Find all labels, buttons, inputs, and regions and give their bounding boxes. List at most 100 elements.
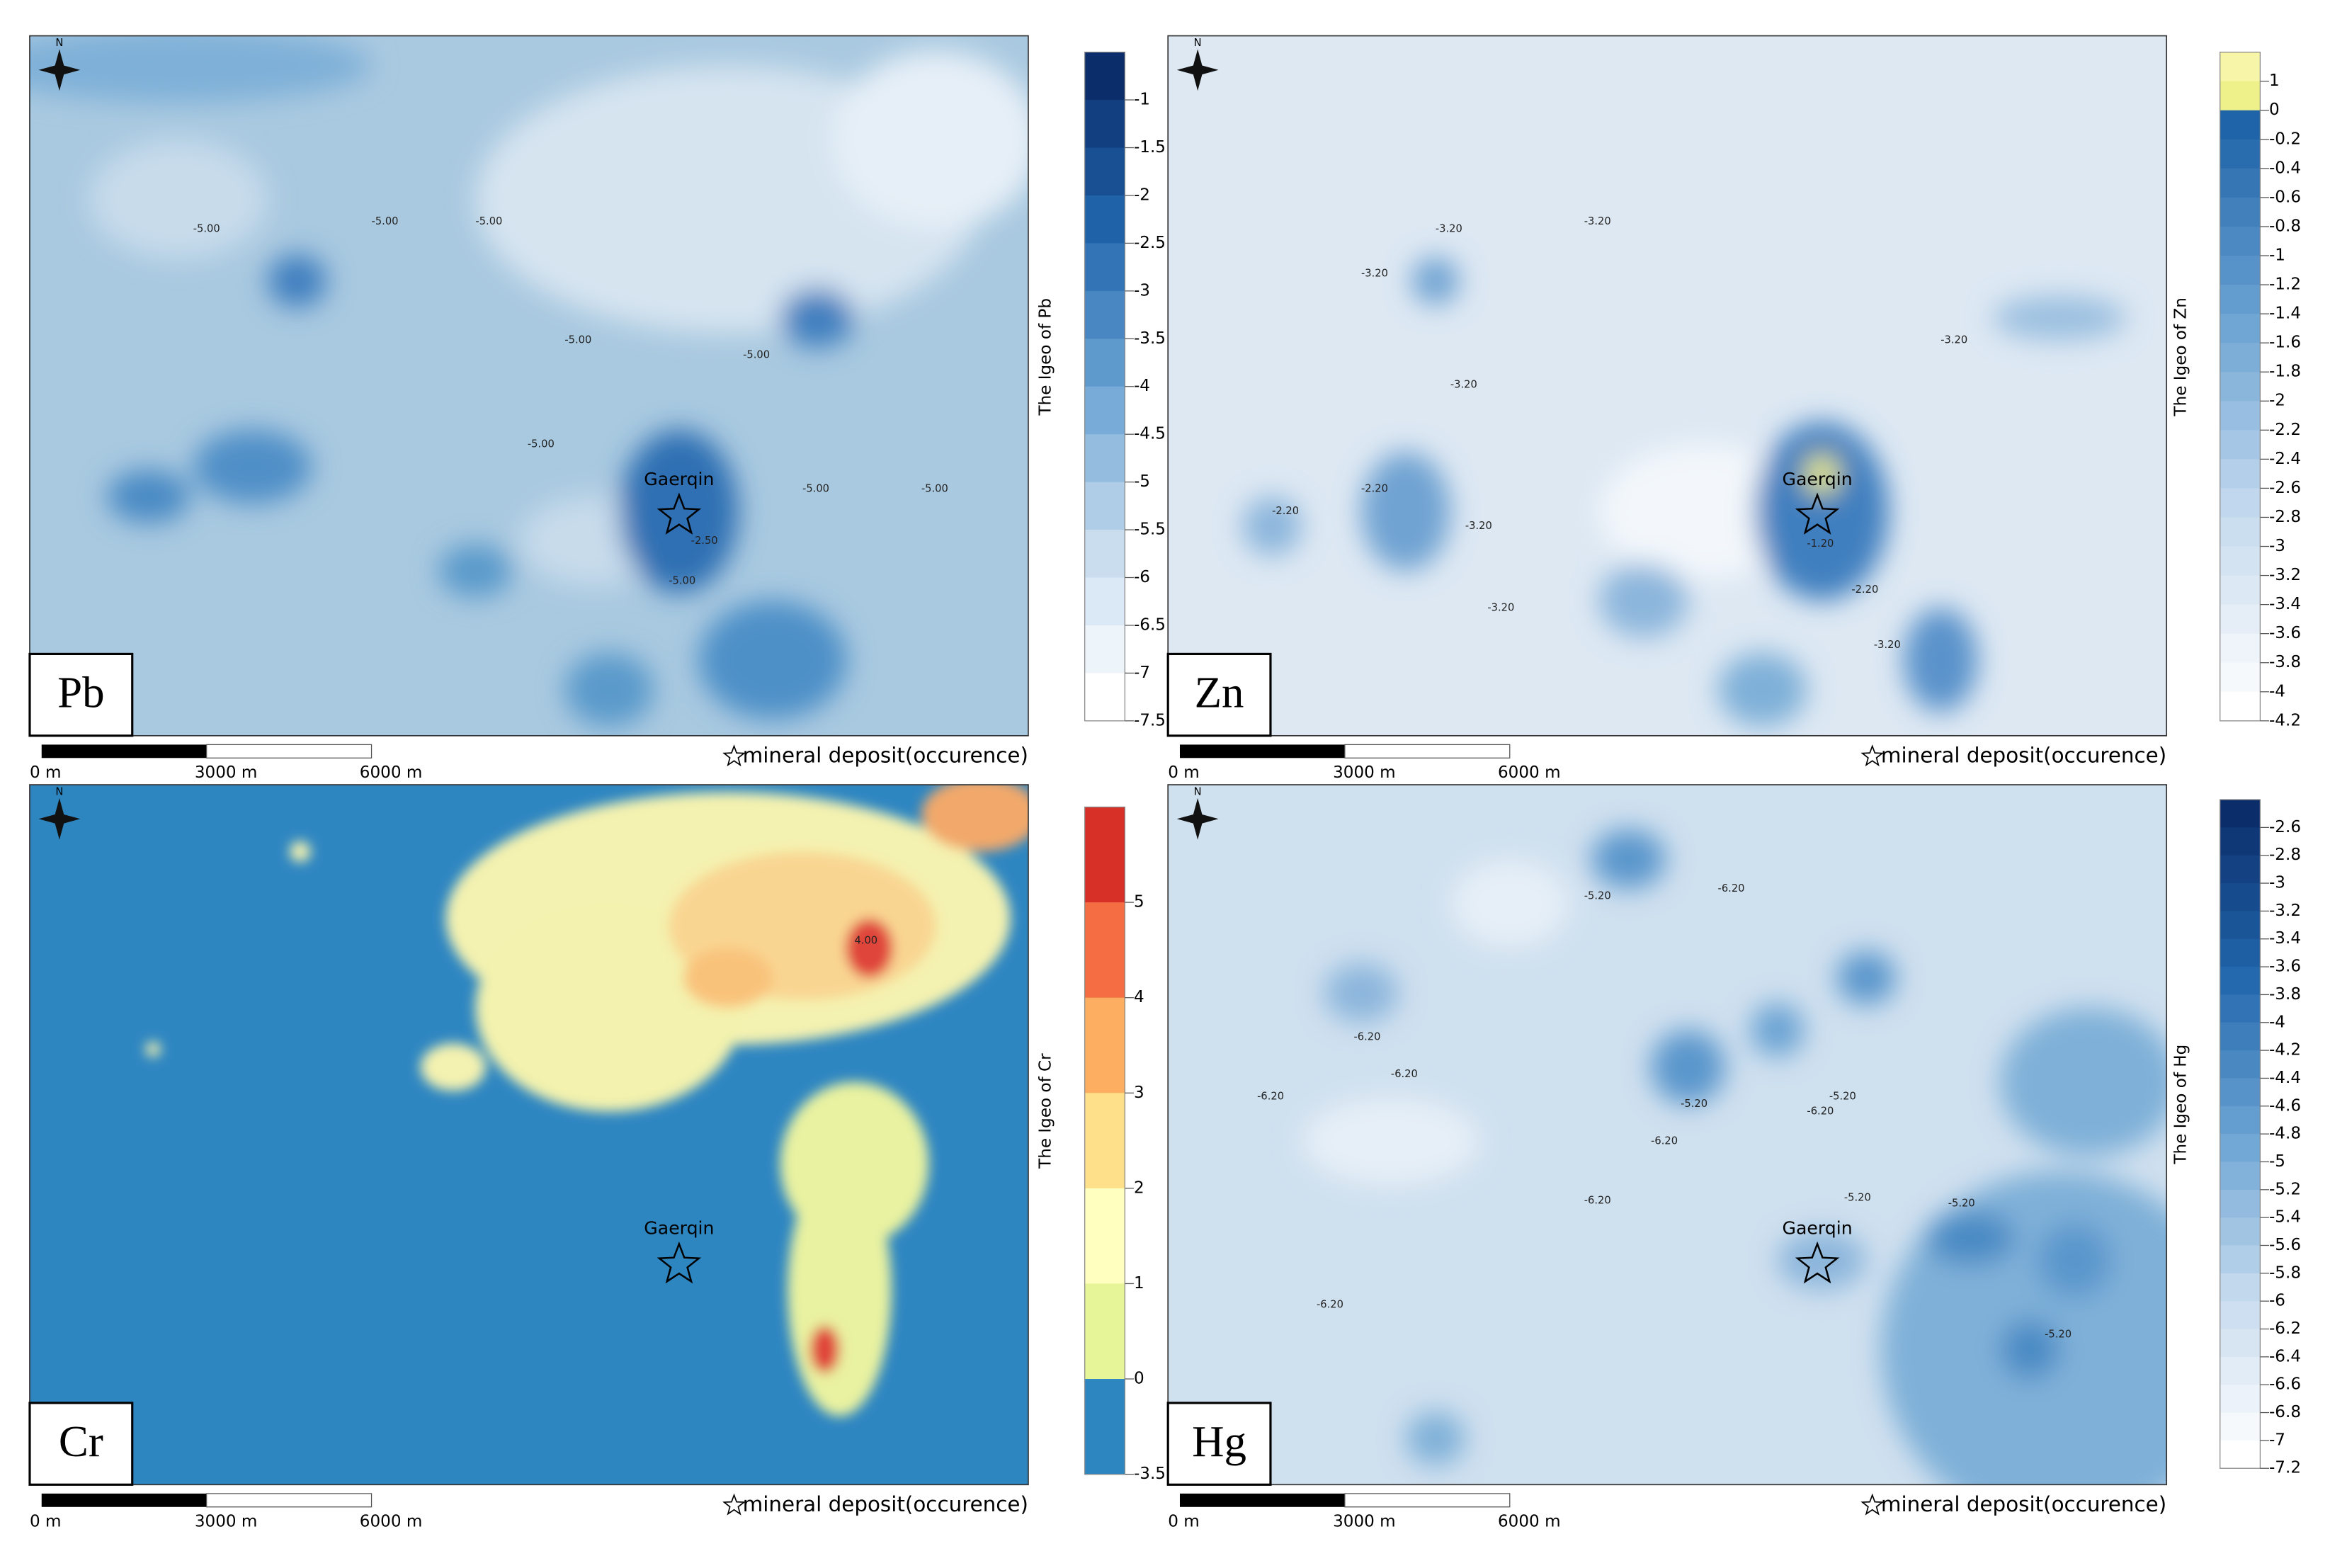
contour-label: -6.20 (1353, 1031, 1380, 1043)
map-blob (1242, 496, 1302, 556)
colorbar-frame (1084, 806, 1125, 1475)
map-blobs (1242, 257, 2127, 727)
colorbar-tick-label: -6.4 (2269, 1347, 2301, 1365)
colorbar-band (2220, 168, 2261, 198)
map-blob (290, 841, 311, 863)
scale-label: 3000 m (195, 1512, 258, 1530)
map-blob (683, 948, 773, 1008)
colorbar-band (2220, 430, 2261, 460)
colorbar-tick-label: -4 (2269, 1013, 2285, 1031)
scale-label: 3000 m (1333, 763, 1396, 782)
deposit-marker (657, 1241, 702, 1284)
map-blob (921, 785, 1028, 852)
colorbar-band (2220, 967, 2261, 996)
colorbar-band (2220, 197, 2261, 227)
colorbar-band (1084, 1188, 1125, 1285)
colorbar-tick-label: -4.5 (1134, 425, 1166, 443)
colorbar-tick-label: -3.4 (2269, 929, 2301, 948)
map-blob (193, 429, 312, 504)
map-blob (1302, 1096, 1480, 1186)
colorbar-band (2220, 52, 2261, 82)
colorbar-title: The Igeo of Hg (2172, 1045, 2190, 1165)
scale-bar-black (41, 1493, 207, 1507)
scale-bar-white (206, 744, 373, 759)
contour-label: -5.20 (1829, 1091, 1856, 1103)
colorbar-band (1084, 52, 1125, 101)
map-blob (1598, 444, 1807, 579)
colorbar-tick-label: -4.4 (2269, 1069, 2301, 1087)
contour-label: -1.20 (1807, 538, 1834, 550)
map-blob (1992, 295, 2127, 341)
map-blob (564, 652, 654, 727)
colorbar-tick-label: -3 (1134, 281, 1150, 300)
colorbar-tick-label: -6.5 (1134, 615, 1166, 634)
scale-bar-black (41, 744, 207, 759)
colorbar-tick-label: -5.4 (2269, 1208, 2301, 1227)
colorbar-band (2220, 1050, 2261, 1079)
colorbar-tick-label: -2.6 (2269, 479, 2301, 497)
colorbar-tick-label: -3.6 (2269, 624, 2301, 642)
scale-bar-white (206, 1493, 373, 1508)
scale-bar-black (1179, 744, 1345, 759)
colorbar-tick-label: -7 (1134, 664, 1150, 682)
map-blob (1360, 452, 1450, 571)
colorbar-band (2220, 459, 2261, 489)
colorbar-band (2220, 1440, 2261, 1469)
colorbar-tick-label: 2 (1134, 1178, 1144, 1197)
deposit-label: Gaerqin (644, 469, 714, 489)
colorbar-band (2220, 401, 2261, 431)
contour-label: -5.00 (743, 349, 770, 361)
map-blob (1598, 563, 1688, 638)
map-blob (832, 50, 1028, 229)
colorbar-tick-label: -3.2 (2269, 902, 2301, 920)
colorbar-band (2220, 911, 2261, 940)
map-surface: -5.20 -6.20 -6.20 -6.20 -6.20 -5.20 -5.20 -6.20… (1168, 785, 2167, 1485)
deposit-legend: mineral deposit(occurence) (743, 744, 1028, 768)
colorbar-tick-label: 5 (1134, 893, 1144, 911)
colorbar-tick-label: -5.5 (1134, 521, 1166, 539)
map-blob (145, 1042, 161, 1057)
colorbar-band (2220, 855, 2261, 884)
map-blob (29, 35, 372, 103)
colorbar-band (1084, 243, 1125, 292)
contour-label: -5.00 (475, 215, 502, 227)
contour-label: -3.20 (1465, 520, 1492, 532)
map-blob (698, 600, 847, 720)
north-arrow (38, 797, 81, 840)
colorbar-tick-label: -2 (1134, 186, 1150, 204)
north-label: N (1194, 37, 1202, 49)
colorbar-band (2220, 575, 2261, 606)
deposit-marker (1795, 1241, 1840, 1284)
map-blobs (1302, 829, 2167, 1485)
colorbar-tick-label: 4 (1134, 988, 1144, 1006)
legend-star (1860, 744, 1885, 767)
contour-label: 4.00 (854, 934, 877, 946)
colorbar-tick-label: -3.6 (2269, 958, 2301, 976)
map-blob (1903, 608, 1978, 712)
map-blob (845, 918, 894, 978)
colorbar-band (2220, 1189, 2261, 1218)
scale-label: 0 m (30, 1512, 62, 1530)
colorbar-band (1084, 386, 1125, 435)
colorbar-frame (2220, 51, 2261, 722)
colorbar-band (2220, 372, 2261, 402)
colorbar-band (1084, 100, 1125, 149)
colorbar-tick-label: -6.2 (2269, 1319, 2301, 1338)
colorbar-tick-label: -1.2 (2269, 275, 2301, 294)
map-blob (475, 903, 744, 1112)
scale-label: 6000 m (1498, 763, 1561, 782)
map-blob (420, 1043, 487, 1091)
colorbar-tick-label: -5.6 (2269, 1236, 2301, 1254)
scale-label: 0 m (1168, 763, 1200, 782)
map-blob (1754, 422, 1889, 601)
map-blob (1591, 829, 1666, 889)
map-blob (89, 140, 268, 259)
colorbar-band (1084, 530, 1125, 579)
map-blob (1717, 652, 1807, 727)
scale-bar-white (1344, 744, 1511, 759)
contour-label: -5.20 (1584, 890, 1611, 902)
panel-label: Zn (1195, 668, 1244, 717)
colorbar-band (1084, 290, 1125, 339)
contour-label: -3.20 (1940, 334, 1967, 346)
